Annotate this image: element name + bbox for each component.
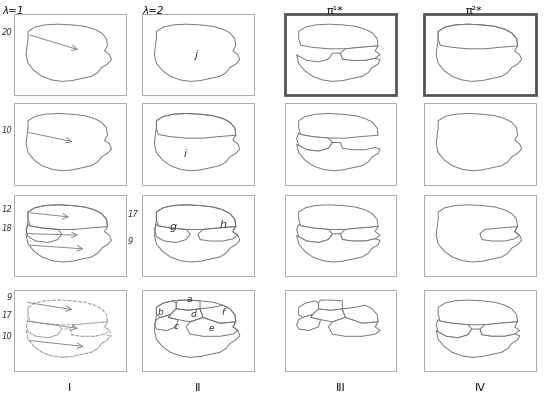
Text: 17: 17 [127, 210, 138, 220]
Text: 9: 9 [127, 237, 133, 246]
Polygon shape [26, 114, 112, 171]
Text: III: III [335, 383, 345, 393]
Text: 12: 12 [2, 205, 12, 214]
Text: a: a [186, 295, 192, 304]
Bar [142, 290, 254, 371]
Polygon shape [480, 322, 519, 336]
Bar [285, 195, 396, 276]
Text: j: j [194, 50, 198, 60]
Text: 9: 9 [7, 293, 12, 303]
Text: 10: 10 [2, 332, 12, 341]
Bar [142, 103, 254, 185]
Polygon shape [297, 133, 333, 151]
Text: λ=1: λ=1 [3, 6, 25, 16]
Bar [14, 14, 126, 95]
Text: IV: IV [474, 383, 485, 393]
Bar [142, 14, 254, 95]
Bar [285, 14, 396, 95]
Polygon shape [436, 114, 522, 171]
Bar [285, 103, 396, 185]
Text: b: b [157, 308, 163, 317]
Polygon shape [299, 301, 319, 318]
Polygon shape [438, 300, 518, 325]
Text: 17: 17 [2, 311, 12, 320]
Bar [424, 290, 536, 371]
Polygon shape [155, 205, 240, 262]
Polygon shape [311, 309, 345, 322]
Bar [424, 103, 536, 185]
Text: e: e [209, 324, 214, 333]
Text: f: f [221, 308, 224, 317]
Polygon shape [155, 114, 240, 171]
Polygon shape [299, 24, 378, 49]
Text: π¹*: π¹* [326, 6, 343, 16]
Text: 10: 10 [2, 125, 12, 135]
Polygon shape [436, 329, 519, 357]
Polygon shape [319, 300, 343, 310]
Polygon shape [299, 114, 378, 138]
Text: 18: 18 [2, 224, 12, 233]
Bar [14, 290, 126, 371]
Bar [424, 14, 536, 95]
Polygon shape [155, 300, 240, 357]
Polygon shape [297, 224, 333, 243]
Bar [14, 195, 126, 276]
Polygon shape [436, 320, 472, 338]
Text: π²*: π²* [466, 6, 483, 16]
Polygon shape [340, 227, 380, 241]
Bar [142, 195, 254, 276]
Polygon shape [343, 305, 378, 323]
Text: i: i [183, 149, 186, 159]
Polygon shape [436, 24, 522, 81]
Bar [14, 103, 126, 185]
Polygon shape [436, 205, 522, 262]
Text: d: d [191, 310, 196, 319]
Polygon shape [297, 234, 380, 262]
Bar [424, 195, 536, 276]
Text: g: g [170, 222, 177, 232]
Text: 20: 20 [2, 28, 12, 37]
Polygon shape [26, 300, 112, 357]
Polygon shape [26, 24, 112, 81]
Polygon shape [299, 205, 378, 229]
Polygon shape [297, 53, 380, 81]
Polygon shape [340, 46, 380, 60]
Text: λ=2: λ=2 [142, 6, 164, 16]
Text: II: II [195, 383, 201, 393]
Polygon shape [297, 143, 380, 171]
Polygon shape [26, 205, 112, 262]
Polygon shape [155, 24, 240, 81]
Text: I: I [68, 383, 71, 393]
Polygon shape [297, 314, 320, 330]
Polygon shape [329, 318, 380, 336]
Bar [285, 290, 396, 371]
Text: c: c [174, 322, 178, 331]
Text: h: h [219, 220, 226, 230]
